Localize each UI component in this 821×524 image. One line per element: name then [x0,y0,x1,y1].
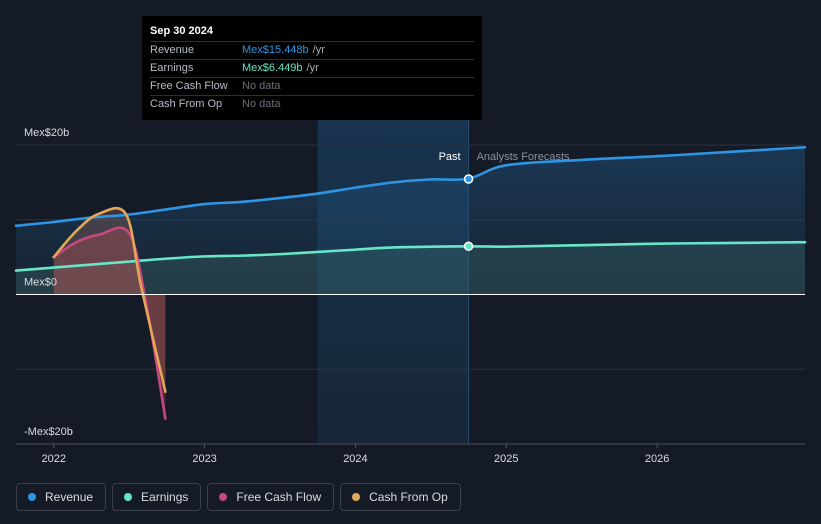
free-cash-flow-area [53,227,166,419]
revenue-area [16,147,805,295]
y-tick-label: Mex$0 [24,277,57,289]
revenue-line [14,145,807,228]
legend-item-earnings[interactable]: Earnings [112,483,202,511]
y-tick-label: -Mex$20b [24,426,73,438]
revenue-marker [463,174,474,184]
past-label: Past [439,151,461,163]
x-tick-label: 2026 [645,453,669,465]
cash-from-op-line [52,206,167,393]
tooltip-row-free-cash-flow: Free Cash Flow No data [150,77,474,95]
legend: Revenue Earnings Free Cash Flow Cash Fro… [16,483,467,511]
tooltip-label: Earnings [150,62,194,74]
series-areas [16,147,805,419]
series-markers [463,174,474,252]
legend-dot-icon [352,493,361,501]
tooltip-row-cash-from-op: Cash From Op No data [150,95,474,113]
x-tick-label: 2025 [494,453,518,465]
tooltip-date: Sep 30 2024 [150,25,213,37]
x-axis-labels: 2022 2023 2024 2025 2026 [41,444,669,465]
tooltip-value: Mex$6.449b [242,62,303,74]
tooltip-label: Revenue [150,44,195,56]
tooltip-label: Free Cash Flow [150,80,228,92]
legend-dot-icon [219,493,228,501]
earnings-line [14,240,807,272]
forecast-label: Analysts Forecasts [477,151,570,163]
y-tick-label: Mex$20b [24,127,69,139]
legend-label: Free Cash Flow [236,490,322,504]
legend-item-cash-from-op[interactable]: Cash From Op [340,483,461,511]
legend-dot-icon [28,493,36,501]
tooltip-row-earnings: Earnings Mex$6.449b /yr [150,59,474,77]
tooltip-value: Mex$15.448b [242,44,309,56]
legend-item-revenue[interactable]: Revenue [16,483,107,511]
legend-label: Cash From Op [369,490,448,504]
cash-from-op-area [53,208,166,392]
tooltip-unit: /yr [312,44,325,56]
tooltip-row-revenue: Revenue Mex$15.448b /yr [150,41,474,59]
tooltip-value: No data [242,80,281,92]
tooltip-unit: /yr [306,62,319,74]
legend-label: Revenue [45,490,94,504]
tooltip-label: Cash From Op [150,98,223,110]
earnings-area [16,242,805,295]
legend-dot-icon [124,493,133,501]
tooltip: Sep 30 2024 Revenue Mex$15.448b /yr Earn… [142,16,482,120]
earnings-marker [463,241,474,252]
x-tick-label: 2022 [41,453,65,465]
tooltip-value: No data [242,98,281,110]
x-tick-label: 2023 [192,453,216,465]
y-axis-labels: Mex$20b Mex$0 -Mex$20b [24,127,73,438]
x-tick-label: 2024 [343,453,367,465]
legend-item-free-cash-flow[interactable]: Free Cash Flow [207,483,335,511]
legend-label: Earnings [141,490,189,504]
series-lines [14,145,807,420]
